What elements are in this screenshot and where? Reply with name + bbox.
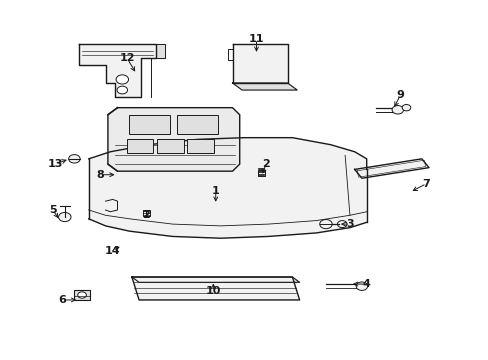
Text: 3: 3 [346, 219, 353, 229]
Bar [187, 139, 213, 153]
Text: 12: 12 [119, 53, 135, 63]
Circle shape [319, 220, 331, 229]
Text: 5: 5 [49, 205, 57, 215]
Text: 4: 4 [362, 279, 370, 289]
Text: 1: 1 [211, 186, 219, 195]
Text: 11: 11 [248, 34, 264, 44]
Polygon shape [132, 277, 299, 300]
Circle shape [68, 154, 80, 163]
Circle shape [116, 75, 128, 84]
Circle shape [59, 212, 71, 222]
Polygon shape [354, 159, 428, 178]
Polygon shape [132, 277, 299, 282]
Circle shape [355, 282, 367, 291]
Circle shape [78, 292, 86, 298]
Polygon shape [89, 138, 366, 238]
Bar [177, 115, 218, 134]
Circle shape [401, 104, 410, 111]
Text: 7: 7 [422, 179, 429, 189]
Bar [74, 291, 89, 300]
Circle shape [117, 86, 127, 94]
Text: 8: 8 [97, 170, 104, 180]
Bar [142, 210, 149, 216]
Text: 14: 14 [105, 246, 120, 256]
Bar [257, 170, 264, 176]
Text: 9: 9 [395, 90, 404, 100]
Polygon shape [108, 108, 239, 171]
Polygon shape [232, 83, 297, 90]
Bar [129, 115, 170, 134]
Polygon shape [156, 44, 165, 58]
Text: 13: 13 [47, 159, 63, 169]
Text: 2: 2 [262, 159, 269, 169]
Bar [157, 139, 183, 153]
Text: 10: 10 [205, 286, 221, 296]
Circle shape [337, 221, 346, 228]
Polygon shape [232, 44, 287, 83]
Bar [127, 139, 153, 153]
Circle shape [391, 105, 403, 114]
Text: 2: 2 [142, 210, 150, 220]
Polygon shape [79, 44, 156, 97]
Text: 6: 6 [59, 295, 66, 305]
